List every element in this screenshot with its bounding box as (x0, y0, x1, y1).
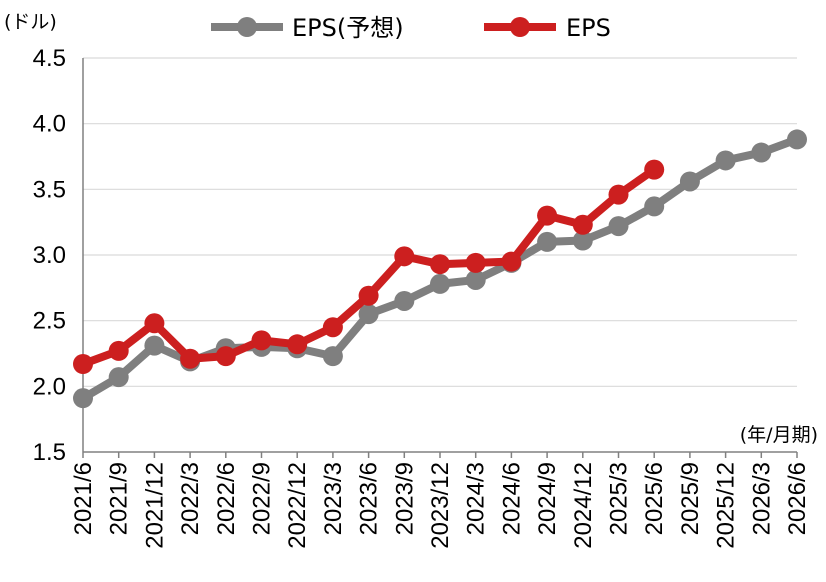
x-tick-label: 2023/9 (391, 462, 418, 535)
data-point (322, 317, 343, 338)
y-axis-unit-label: (ドル) (4, 11, 57, 33)
data-point (465, 269, 486, 290)
data-point (73, 388, 93, 409)
data-point (644, 196, 665, 217)
x-tick-label: 2022/3 (177, 462, 204, 535)
data-point (108, 340, 129, 361)
series-lines (73, 129, 807, 409)
data-point (358, 304, 379, 325)
x-tick-label: 2025/6 (641, 462, 668, 535)
data-point (572, 230, 593, 251)
y-tick-label: 4.0 (33, 111, 66, 138)
legend-forecast-marker (237, 17, 257, 37)
data-point (430, 273, 450, 294)
data-point (358, 285, 379, 306)
data-point (787, 129, 807, 150)
legend: EPS(予想) EPS (211, 14, 611, 42)
x-tick-label: 2021/6 (70, 462, 97, 535)
data-point (572, 214, 593, 235)
data-point (465, 252, 486, 273)
data-point (180, 348, 201, 369)
data-point (287, 334, 308, 355)
legend-item-forecast: EPS(予想) (211, 14, 404, 42)
x-tick-label: 2024/6 (498, 462, 525, 535)
x-tick-label: 2022/12 (284, 462, 311, 549)
data-point (608, 216, 629, 237)
y-gridlines (83, 57, 797, 387)
data-point (144, 313, 165, 334)
data-point (751, 142, 772, 163)
data-point (608, 184, 629, 205)
data-point (679, 171, 700, 192)
data-point (394, 290, 415, 311)
x-axis-unit-label: (年/月期) (740, 424, 818, 446)
x-tick-label: 2024/12 (570, 462, 597, 549)
data-point (108, 367, 129, 388)
x-tick-label: 2023/12 (427, 462, 454, 549)
y-tick-label: 2.0 (33, 373, 66, 400)
data-point (537, 231, 558, 252)
x-tick-label: 2026/6 (784, 462, 811, 535)
data-point (215, 346, 236, 367)
data-point (73, 354, 93, 375)
data-point (144, 335, 165, 356)
x-tick-label: 2023/6 (356, 462, 383, 535)
x-tick-label: 2021/9 (106, 462, 133, 535)
series-line (79, 165, 659, 369)
y-tick-label: 1.5 (33, 439, 66, 466)
legend-item-actual: EPS (484, 14, 611, 42)
data-point (537, 205, 558, 226)
y-tick-label: 3.5 (33, 176, 66, 203)
legend-actual-label: EPS (566, 14, 611, 42)
data-point (430, 254, 450, 275)
data-point (322, 346, 343, 367)
series-actual (73, 159, 665, 375)
x-tick-label: 2025/3 (606, 462, 633, 535)
legend-forecast-label: EPS(予想) (292, 14, 404, 42)
x-tick-label: 2024/9 (534, 462, 561, 535)
x-tick-label: 2025/12 (713, 462, 740, 549)
x-tick-label: 2021/12 (141, 462, 168, 549)
y-tick-label: 3.0 (33, 242, 66, 269)
data-point (501, 251, 522, 272)
x-tick-label: 2023/3 (320, 462, 347, 535)
x-tick-label: 2022/9 (249, 462, 276, 535)
data-point (715, 150, 736, 171)
x-tick-label: 2024/3 (463, 462, 490, 535)
x-tick-label: 2022/6 (213, 462, 240, 535)
y-tick-labels: 1.5 2.0 2.5 3.0 3.5 4.0 4.5 (33, 45, 66, 466)
x-tick-label: 2025/9 (677, 462, 704, 535)
y-tick-label: 4.5 (33, 45, 66, 72)
legend-actual-marker (510, 17, 530, 37)
y-tick-label: 2.5 (33, 308, 66, 335)
x-tick-labels: 2021/6 2021/9 2021/12 2022/3 2022/6 2022/9 202… (70, 462, 811, 549)
x-tick-label: 2026/3 (748, 462, 775, 535)
data-point (644, 159, 665, 180)
axes (82, 58, 798, 458)
data-point (394, 246, 415, 267)
data-point (251, 330, 272, 351)
